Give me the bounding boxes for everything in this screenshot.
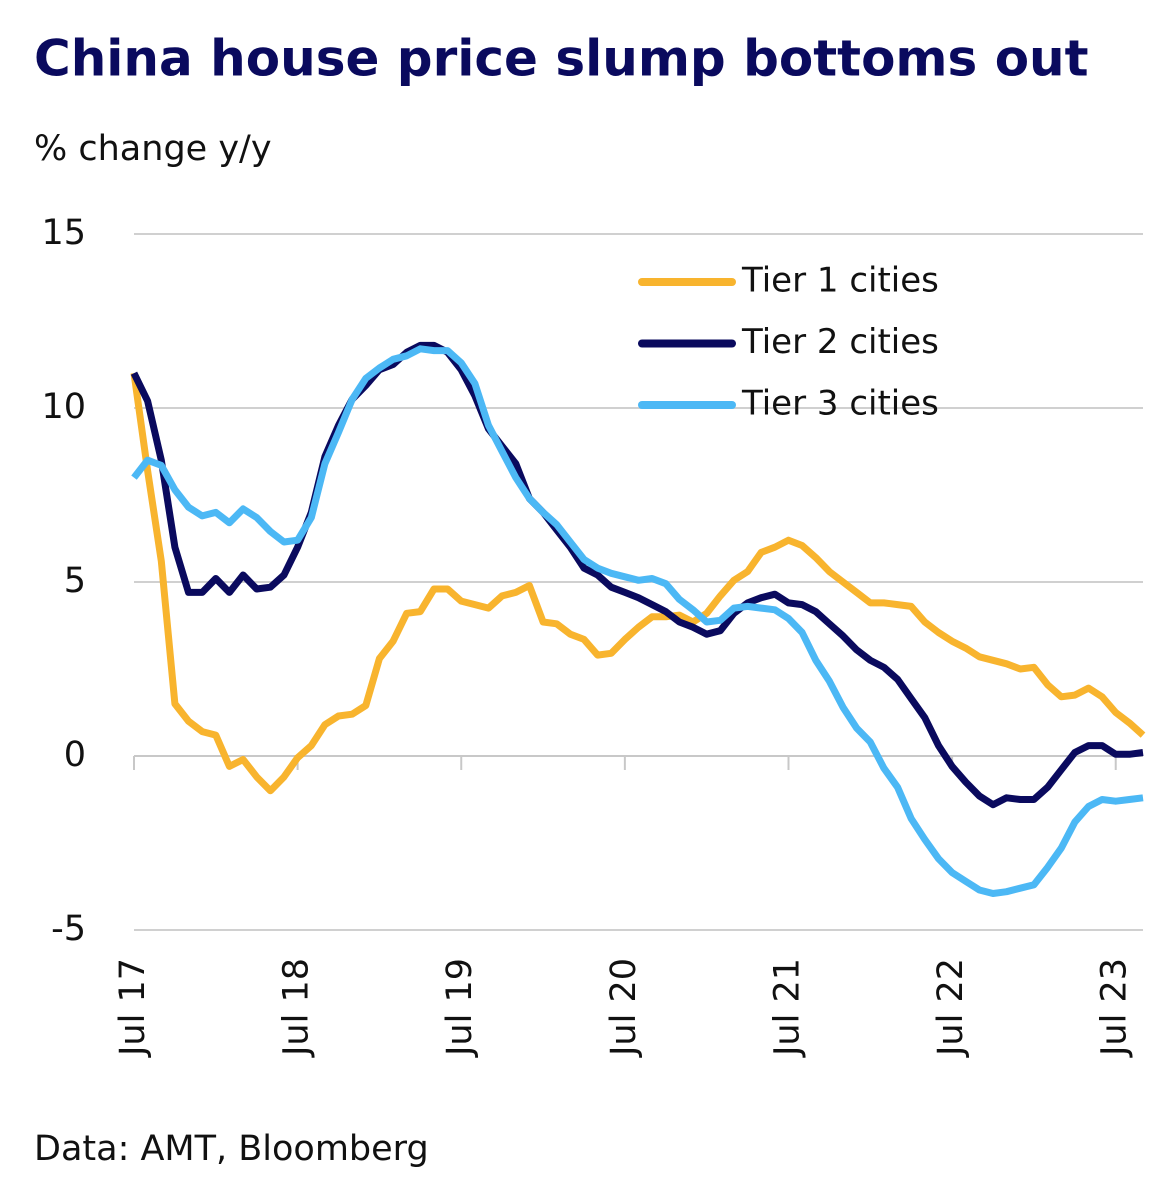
x-tick-label: Jul 19 [440, 958, 480, 1058]
legend-label: Tier 1 cities [741, 261, 939, 301]
y-tick-label: 0 [64, 735, 86, 775]
x-tick-label: Jul 21 [767, 958, 807, 1058]
x-tick-label: Jul 17 [113, 958, 153, 1058]
chart-subtitle: % change y/y [34, 129, 272, 169]
series-line [130, 341, 1144, 809]
y-tick-label: 5 [64, 561, 86, 601]
x-tick-label: Jul 18 [277, 958, 317, 1058]
x-tick-label: Jul 23 [1095, 958, 1135, 1058]
x-tick-label: Jul 20 [604, 958, 644, 1058]
legend-label: Tier 3 cities [741, 384, 939, 424]
y-tick-label: 10 [41, 387, 86, 427]
source: Data: AMT, Bloomberg [34, 1129, 429, 1169]
legend-label: Tier 2 cities [741, 322, 939, 362]
x-tick-label: Jul 22 [931, 958, 971, 1058]
chart-title: China house price slump bottoms out [34, 30, 1089, 88]
y-tick-label: -5 [51, 909, 86, 949]
series-line [130, 372, 1146, 795]
y-tick-label: 15 [41, 213, 86, 253]
series-line [131, 345, 1144, 897]
